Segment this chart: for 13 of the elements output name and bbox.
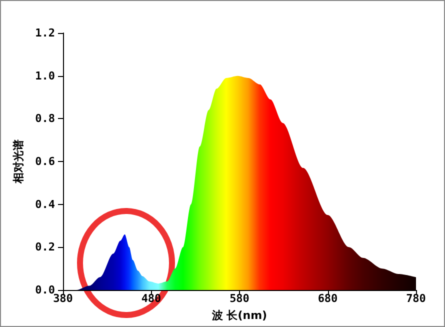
y-tick-label: 0.6	[35, 155, 56, 168]
y-tick-label: 0.0	[35, 284, 55, 296]
y-tick-label: 1.2	[35, 26, 55, 40]
y-tick-label: 1.0	[35, 69, 55, 82]
y-tick-label: 0.4	[35, 198, 56, 211]
x-tick-label: 680	[318, 292, 338, 305]
y-tick-label: 0.2	[35, 240, 55, 254]
x-tick-label: 780	[406, 292, 426, 305]
y-tick-label: 0.8	[35, 112, 55, 126]
x-tick-label: 380	[53, 292, 73, 305]
y-axis-title: 相对光谱	[12, 140, 26, 184]
x-tick-label: 580	[230, 292, 250, 305]
x-axis-title: 波 长(nm)	[210, 309, 268, 322]
